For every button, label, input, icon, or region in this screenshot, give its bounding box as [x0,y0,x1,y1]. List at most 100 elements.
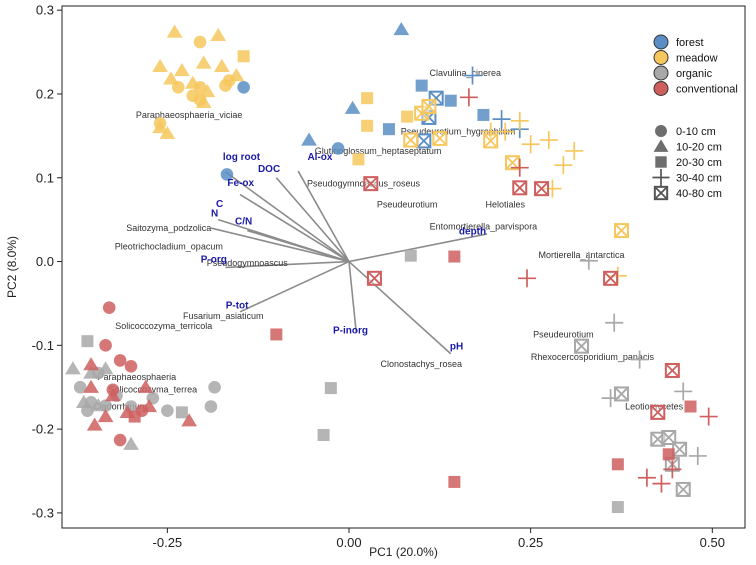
sample-point-organic-circle [204,400,218,413]
sample-point-conventional-plus [459,88,478,107]
vector-layer [210,170,488,355]
x-tick-label: 0.50 [700,535,725,550]
sample-point-forest-circle [237,80,250,94]
vector-label: N [211,208,218,219]
legend-label-organic: organic [676,68,713,80]
sample-point-conventional-circle [124,359,138,373]
legend-shape-square [655,156,667,168]
sample-point-forest-triangle [301,132,317,146]
boxx-mark-diag [676,482,691,497]
boxx-mark-diag [603,271,618,286]
square-mark [175,406,188,419]
legend-depth-label: 40-80 cm [676,188,722,200]
taxon-label: Pseudeurotium [377,200,438,210]
triangle-mark [174,63,190,77]
sample-point-forest-plus [492,110,511,129]
circle-mark [161,404,174,417]
square-mark [401,110,414,123]
triangle-mark [195,55,212,69]
circle-mark [655,125,667,137]
sample-point-organic-square [404,249,417,262]
circle-mark [193,35,207,49]
sample-point-meadow-triangle [152,58,168,72]
sample-point-conventional-plus [510,158,529,177]
sample-point-organic-plus [579,251,598,270]
axes: -0.25 0.00 0.25 0.50 -0.3 -0.2 -0.1 0.0 0.1 0.2 0.… [32,3,725,550]
square-mark [352,153,365,166]
sample-point-organic-plus [605,313,624,332]
vector-label: pH [450,342,463,353]
legend-depth-label: 20-30 cm [676,157,722,169]
boxx-mark-diag [403,132,418,148]
square-mark [317,428,330,441]
sample-point-meadow-boxx [613,223,629,239]
boxx-mark-diag [534,181,549,196]
legend-swatch-conventional [653,81,669,96]
taxon-label: Entomortierella_parvispora [430,221,538,231]
triangle-mark [159,125,176,139]
y-tick-label: 0.2 [36,86,54,101]
sample-point-organic-boxx [661,430,677,446]
circle-mark [193,93,207,107]
triangle-mark [83,357,99,371]
triangle-mark [137,379,154,393]
sample-point-meadow-boxx [421,99,437,115]
circle-mark [73,380,87,394]
circle-mark [113,354,127,367]
x-tick-label: -0.25 [153,535,183,550]
vector-label: depth [459,227,486,238]
square-mark [81,335,94,348]
sample-point-meadow-boxx [432,130,448,146]
y-tick-label: -0.3 [32,505,54,520]
taxon-label: Paraphaeosphaeria [98,372,177,382]
boxx-mark-diag [574,339,589,354]
sample-point-meadow-square [361,119,374,132]
sample-point-conventional-boxx [534,181,550,197]
vector-label: C [216,199,223,210]
taxon-label: Pseudeurotium_hygrophilum [401,127,516,137]
boxx-mark-diag [661,430,676,445]
taxon-label: Pseudogymnoascus [207,258,289,268]
sample-point-meadow-plus [543,179,562,198]
sample-point-organic-boxx [613,386,629,402]
sample-point-organic-plus [630,350,649,369]
square-mark [662,448,675,461]
loading-vector [225,260,350,269]
legend: forest meadow organic conventional 0-10 cm 10… [652,34,738,201]
sample-point-forest-circle [331,142,345,155]
sample-point-forest-circle [220,168,234,181]
y-tick-label: -0.2 [32,422,54,437]
sample-point-meadow-triangle [195,55,212,69]
sample-point-meadow-square [237,50,250,63]
sample-point-conventional-triangle [137,379,154,393]
loading-vector [297,170,350,262]
vector-label: P-org [201,254,227,265]
sample-point-meadow-plus [521,135,540,154]
triangle-mark [123,436,139,450]
taxon-label: Mortierella_antarctica [538,250,624,260]
boxx-mark-diag [512,180,527,195]
boxx-mark-diag [650,405,665,420]
legend-depth-label: 0-10 cm [676,126,716,138]
sample-point-meadow-circle [193,35,207,49]
sample-point-meadow-triangle [159,125,176,139]
circle-mark [222,74,236,87]
boxx-mark-diag [483,133,498,149]
square-mark [404,249,417,262]
sample-point-forest-triangle [393,21,410,36]
sample-point-conventional-square [662,448,675,461]
sample-point-conventional-triangle [97,409,114,423]
triangle-mark [163,71,179,85]
triangle-mark [181,413,198,427]
sample-point-conventional-circle [113,354,127,367]
loading-vector [348,261,358,333]
sample-point-meadow-circle [171,80,185,94]
triangle-mark [210,27,227,41]
sample-point-conventional-circle [99,339,112,352]
square-mark [324,382,337,395]
sample-point-conventional-plus [699,407,718,426]
square-mark [611,501,624,514]
legend-shape-triangle [653,139,669,152]
taxon-label: Pseudeurotium [533,329,594,339]
sample-point-organic-boxx [675,481,691,497]
